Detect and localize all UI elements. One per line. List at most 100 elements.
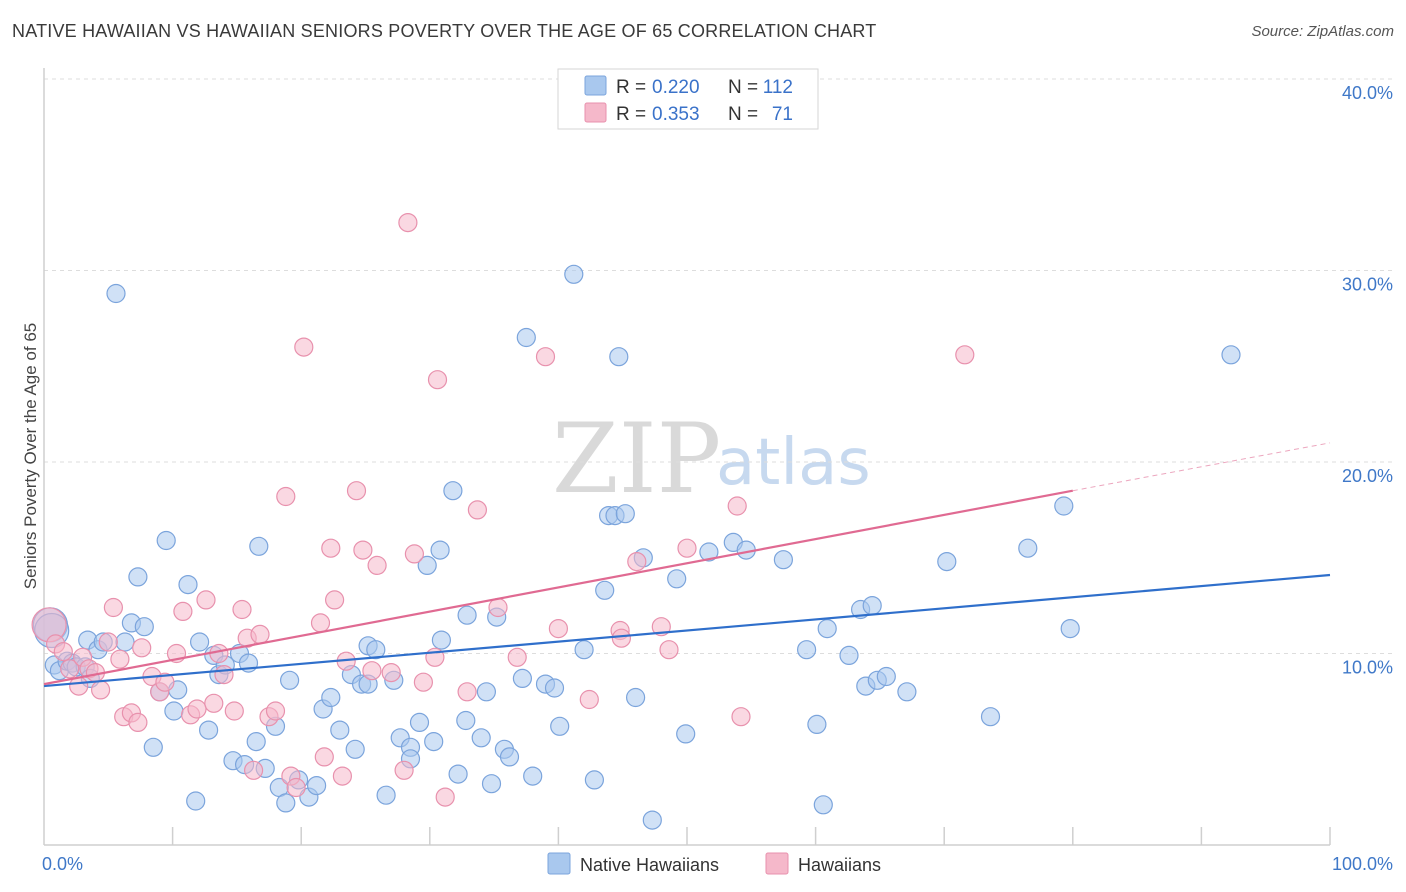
native-hawaiian-point <box>481 774 502 794</box>
hawaiian-point <box>132 638 152 658</box>
hawaiian-point <box>110 649 130 669</box>
native-hawaiian-point <box>544 678 565 698</box>
hawaiian-point <box>204 693 224 713</box>
hawaiian-point <box>103 597 124 618</box>
native-hawaiian-point <box>128 567 148 587</box>
hawaiian-point <box>325 590 345 610</box>
native-hawaiian-point <box>471 728 491 748</box>
hawaiian-point <box>548 618 569 639</box>
native-hawaiian-point <box>417 555 437 576</box>
hawaiian-point <box>196 590 216 610</box>
watermark-zip: ZIP <box>552 403 721 515</box>
hawaiian-point <box>286 777 306 798</box>
native-hawaiian-point <box>595 580 615 600</box>
native-hawaiian-point <box>330 720 350 740</box>
native-hawaiian-point <box>839 645 859 666</box>
native-hawaiian-point <box>456 710 476 731</box>
hawaiian-point <box>265 701 286 721</box>
native-hawaiian-point <box>676 724 696 744</box>
native-hawaiian-point <box>1018 538 1038 558</box>
native-hawaiian-point <box>699 542 719 562</box>
y-tick-label-40: 40.0% <box>1342 83 1393 103</box>
native-hawaiian-point <box>937 551 957 572</box>
hawaiian-point <box>467 500 487 520</box>
native-hawaiian-point <box>625 687 646 708</box>
hawaiian-point <box>321 538 341 558</box>
legend-swatch-blue <box>584 75 607 96</box>
legend-n-label-1: N = <box>728 77 758 98</box>
native-hawaiian-point <box>564 264 584 284</box>
hawaiian-point <box>173 601 193 622</box>
hawaiian-point <box>250 624 270 645</box>
native-hawaiian-point <box>448 764 468 784</box>
hawaiian-point <box>98 632 118 652</box>
bottom-legend-label-native-hawaiians: Native Hawaiians <box>580 855 719 875</box>
hawaiian-point <box>362 661 382 681</box>
native-hawaiian-point <box>615 504 635 524</box>
hawaiian-point <box>187 699 207 719</box>
native-hawaiian-point <box>667 569 687 589</box>
native-hawaiian-point <box>199 720 219 740</box>
series-native-hawaiians-points <box>32 264 1241 830</box>
y-tick-label-10: 10.0% <box>1342 658 1393 678</box>
native-hawaiian-point <box>106 283 126 304</box>
hawaiian-point <box>214 664 234 685</box>
watermark-atlas: atlas <box>716 426 871 500</box>
native-hawaiian-point <box>574 640 594 660</box>
native-hawaiian-point <box>424 731 444 752</box>
native-hawaiian-point <box>642 810 662 830</box>
legend-box: R = 0.220 N = 112 R = 0.353 N = 71 <box>557 68 819 130</box>
hawaiian-point <box>413 672 433 692</box>
gridlines <box>44 78 1394 654</box>
hawaiian-point <box>457 682 477 702</box>
hawaiian-point <box>155 672 175 692</box>
hawaiian-point <box>244 760 264 780</box>
hawaiian-point <box>381 662 401 683</box>
native-hawaiian-point <box>1221 345 1241 365</box>
native-hawaiian-point <box>862 595 882 616</box>
y-tick-label-20: 20.0% <box>1342 466 1393 486</box>
native-hawaiian-point <box>584 770 605 790</box>
hawaiian-point <box>659 640 679 660</box>
hawaiian-point <box>346 481 367 501</box>
watermark: ZIP atlas <box>552 403 871 515</box>
chart-title: NATIVE HAWAIIAN VS HAWAIIAN SENIORS POVE… <box>12 21 877 41</box>
bottom-legend-swatch-blue <box>547 852 571 875</box>
hawaiian-point <box>611 628 632 648</box>
x-tick-label-max: 100.0% <box>1332 854 1393 874</box>
legend-n-label-2: N = <box>728 104 758 125</box>
hawaiian-point <box>232 599 252 620</box>
legend-r-value-1: 0.220 <box>652 77 700 98</box>
native-hawaiian-point <box>807 714 827 735</box>
hawaiian-point <box>294 337 314 357</box>
hawaiian-point <box>310 613 331 633</box>
hawaiian-point <box>651 617 671 637</box>
native-hawaiian-point <box>280 670 300 690</box>
native-hawaiian-point <box>523 766 543 786</box>
native-hawaiian-point <box>796 640 817 660</box>
native-hawaiian-point <box>190 632 210 652</box>
native-hawaiian-point <box>430 540 450 560</box>
bottom-legend-label-hawaiians: Hawaiians <box>798 855 881 875</box>
native-hawaiian-point <box>409 712 430 733</box>
native-hawaiian-point <box>512 668 533 689</box>
hawaiian-point <box>627 551 647 572</box>
native-hawaiian-point <box>773 550 794 570</box>
hawaiian-point <box>128 712 148 733</box>
native-hawaiian-point <box>817 618 837 639</box>
hawaiian-point <box>353 540 373 560</box>
native-hawaiian-point <box>457 605 477 625</box>
native-hawaiian-point <box>156 530 176 551</box>
native-hawaiian-point <box>276 793 296 813</box>
native-hawaiian-point <box>897 682 917 702</box>
hawaiian-point <box>535 347 556 367</box>
hawaiian-point <box>435 787 455 807</box>
hawaiian-point <box>398 213 418 233</box>
native-hawaiian-point <box>178 574 198 595</box>
native-hawaiian-point <box>143 737 163 757</box>
hawaiian-point <box>60 659 80 679</box>
x-tick-label-min: 0.0% <box>42 854 83 874</box>
hawaiian-point <box>53 641 73 662</box>
native-hawaiian-point <box>115 632 135 652</box>
